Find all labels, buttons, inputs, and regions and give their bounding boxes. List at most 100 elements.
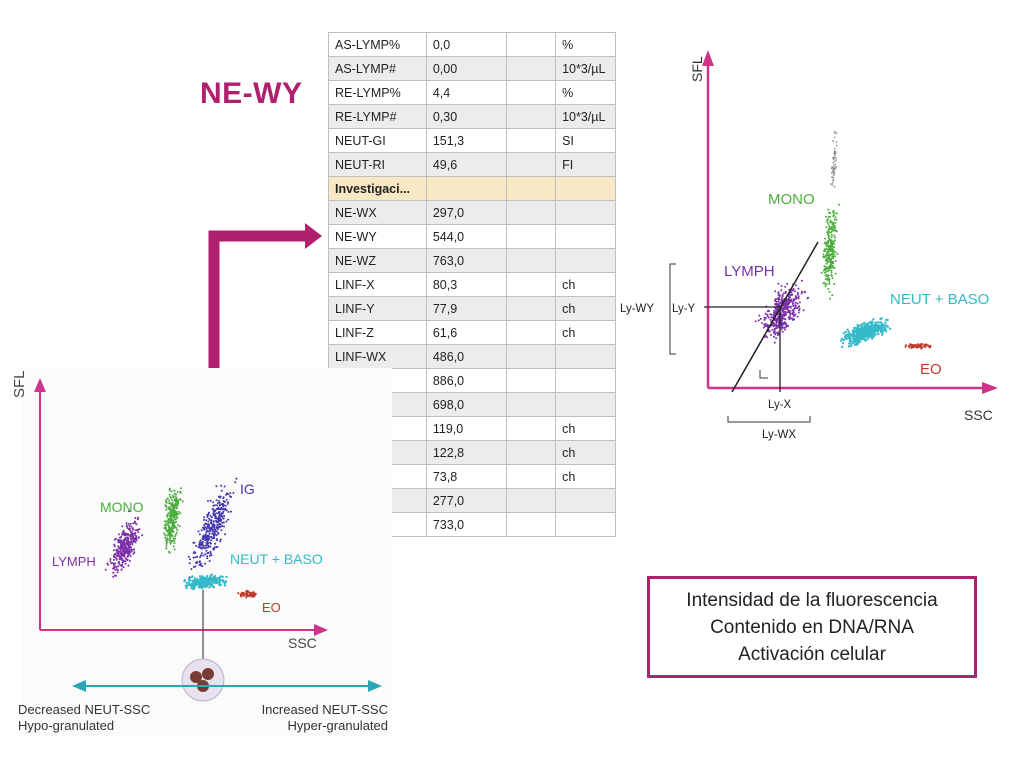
cell-unit bbox=[555, 248, 616, 273]
scatter-point bbox=[190, 576, 193, 579]
scatter-point bbox=[223, 515, 226, 517]
cell-name: NE-WY bbox=[328, 224, 427, 249]
scatter-point bbox=[775, 323, 778, 326]
scatter-point bbox=[216, 512, 218, 515]
scatter-point bbox=[830, 172, 833, 174]
scatter-point bbox=[135, 523, 138, 526]
scatter-point bbox=[169, 529, 172, 532]
scatter-point bbox=[219, 508, 222, 511]
scatter-point bbox=[171, 522, 174, 525]
scatter-point bbox=[128, 553, 131, 556]
scatter-point bbox=[172, 495, 175, 498]
scatter-point bbox=[199, 575, 202, 578]
scatter-point bbox=[220, 484, 223, 487]
scatter-point bbox=[165, 544, 168, 547]
scatter-point bbox=[201, 526, 204, 529]
lymph-axis-line bbox=[731, 241, 819, 393]
scatter-point bbox=[212, 501, 214, 504]
scatter-point bbox=[920, 345, 923, 348]
scatter-point bbox=[130, 546, 132, 549]
scatter-point bbox=[846, 333, 850, 336]
scatter-point bbox=[132, 552, 135, 555]
scatter-point bbox=[833, 152, 835, 155]
scatter-point bbox=[221, 521, 224, 524]
scatter-point bbox=[125, 522, 128, 525]
scatter-point bbox=[188, 576, 191, 579]
ly-wx-label: Ly-WX bbox=[762, 429, 796, 441]
scatter-point bbox=[852, 341, 855, 344]
scatter-point bbox=[782, 309, 785, 312]
scatter-point bbox=[829, 219, 832, 222]
cell-value: 4,4 bbox=[425, 80, 508, 105]
cell-unit bbox=[555, 224, 616, 249]
scatter-point bbox=[216, 545, 219, 548]
scatter-point bbox=[832, 240, 835, 243]
scatter-point bbox=[797, 287, 800, 290]
scatter-point bbox=[218, 522, 221, 525]
scatter-point bbox=[833, 173, 836, 175]
scatter-point bbox=[777, 300, 780, 303]
cell-name: NEUT-RI bbox=[328, 152, 427, 177]
scatter-point bbox=[200, 562, 202, 565]
scatter-point bbox=[217, 495, 220, 498]
scatter-point bbox=[913, 346, 916, 348]
scatter-point bbox=[827, 249, 830, 252]
cell-unit bbox=[555, 368, 616, 393]
scatter-point bbox=[778, 298, 781, 301]
scatter-point bbox=[832, 266, 835, 269]
scatter-point bbox=[168, 539, 171, 542]
scatter-point bbox=[213, 520, 215, 523]
scatter-point bbox=[827, 208, 830, 211]
scatter-point bbox=[204, 562, 206, 565]
scatter-point bbox=[782, 292, 785, 295]
scatter-point bbox=[181, 500, 184, 503]
scatter-point bbox=[802, 309, 805, 312]
scatter-point bbox=[112, 549, 115, 552]
scatter-point bbox=[798, 307, 801, 310]
scatter-point bbox=[210, 573, 213, 576]
scatter-point bbox=[776, 297, 779, 300]
scatter-point bbox=[190, 568, 193, 570]
scatter-point bbox=[824, 237, 826, 240]
scatter-point bbox=[192, 541, 195, 544]
scatter-point bbox=[198, 545, 201, 548]
scatter-point bbox=[178, 525, 181, 528]
scatter-point bbox=[911, 345, 913, 348]
scatter-point bbox=[864, 333, 867, 336]
scatter-point bbox=[253, 594, 256, 597]
scatter-point bbox=[204, 553, 207, 556]
scatter-point bbox=[831, 228, 834, 231]
scatter-point bbox=[780, 326, 783, 329]
scatter-point bbox=[215, 530, 218, 533]
scatter-point bbox=[774, 302, 777, 305]
scatter-point bbox=[127, 510, 130, 513]
scatter-point bbox=[766, 313, 769, 316]
scatter-point bbox=[869, 320, 872, 324]
scatter-point bbox=[908, 346, 911, 349]
parameter-table: AS-LYMP% 0,0% AS-LYMP# 0,00 10*3/µL RE-LYMP% 4… bbox=[328, 32, 616, 537]
scatter-point bbox=[784, 304, 787, 307]
table-row: NEUT-RI 49,6 FI bbox=[328, 152, 616, 177]
scatter-point bbox=[213, 526, 216, 529]
scatter-point bbox=[798, 301, 801, 304]
scatter-point bbox=[130, 548, 133, 551]
left-label-mono: MONO bbox=[100, 499, 144, 515]
scatter-point bbox=[214, 528, 217, 531]
cell-value: 119,0 bbox=[425, 416, 508, 441]
scatter-point bbox=[192, 556, 195, 559]
right-label-mono: MONO bbox=[768, 191, 815, 208]
scatter-point bbox=[871, 320, 874, 323]
scatter-point bbox=[164, 533, 167, 536]
scatter-point bbox=[122, 548, 125, 551]
scatter-point bbox=[792, 287, 795, 290]
scatter-point bbox=[209, 550, 212, 553]
scatter-point bbox=[844, 335, 847, 338]
scatter-point bbox=[117, 545, 120, 548]
scatter-point bbox=[757, 319, 760, 322]
scatter-point bbox=[171, 534, 174, 537]
scatter-point bbox=[823, 250, 825, 252]
scatter-point bbox=[777, 303, 780, 306]
scatter-point bbox=[834, 239, 836, 242]
scatter-point bbox=[202, 518, 205, 521]
scatter-point bbox=[834, 157, 837, 159]
